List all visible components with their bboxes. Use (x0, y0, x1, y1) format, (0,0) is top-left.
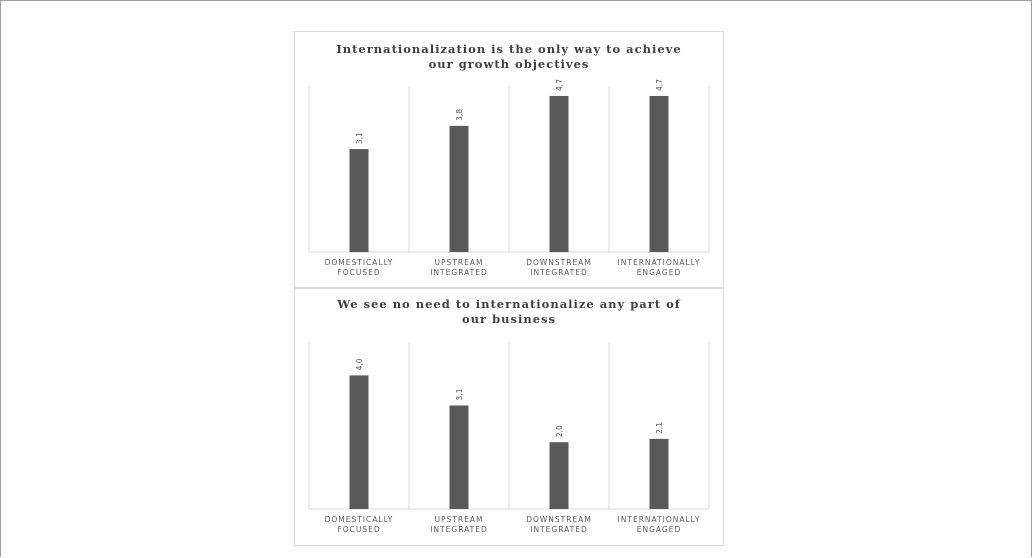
chart-title-line-2: our growth objectives (428, 57, 590, 71)
chart-title-line-2: our business (462, 312, 556, 326)
x-tick-label: FOCUSED (337, 268, 380, 277)
data-label: 4,7 (655, 79, 664, 91)
data-label: 3,1 (455, 388, 464, 400)
bar-chart-no-need: 4,0DOMESTICALLYFOCUSED3,1UPSTREAMINTEGRA… (308, 342, 710, 534)
bar (449, 405, 469, 509)
chart-panel-growth-objectives: Internationalization is the only way to … (294, 31, 724, 288)
x-tick-label: FOCUSED (337, 525, 380, 534)
bar (649, 95, 669, 253)
bar (449, 125, 469, 252)
x-tick-label: UPSTREAM (435, 515, 484, 524)
chart-title: Internationalization is the only way to … (295, 42, 723, 72)
x-tick-label: INTERNATIONALLY (618, 258, 701, 267)
x-tick-label: ENGAGED (637, 268, 682, 277)
x-tick-label: DOMESTICALLY (325, 515, 394, 524)
chart-title: We see no need to internationalize any p… (295, 297, 723, 327)
chart-title-line-1: We see no need to internationalize any p… (337, 297, 681, 311)
x-tick-label: DOWNSTREAM (526, 515, 592, 524)
chart-panel-no-need: We see no need to internationalize any p… (294, 288, 724, 546)
bar (349, 375, 369, 509)
x-tick-label: INTEGRATED (430, 268, 488, 277)
x-tick-label: INTEGRATED (530, 525, 588, 534)
data-label: 4,7 (555, 79, 564, 91)
x-tick-label: UPSTREAM (435, 258, 484, 267)
bar-chart-growth-objectives: 3,1DOMESTICALLYFOCUSED3,8UPSTREAMINTEGRA… (308, 79, 710, 277)
bar (649, 438, 669, 509)
bar (349, 149, 369, 252)
data-label: 2,0 (555, 425, 564, 437)
data-label: 4,0 (355, 358, 364, 370)
x-tick-label: DOMESTICALLY (325, 258, 394, 267)
x-tick-label: INTEGRATED (530, 268, 588, 277)
x-tick-label: DOWNSTREAM (526, 258, 592, 267)
data-label: 3,8 (455, 109, 464, 121)
chart-title-line-1: Internationalization is the only way to … (336, 42, 682, 56)
bar (549, 442, 569, 509)
data-label: 3,1 (355, 132, 364, 144)
bar (549, 95, 569, 253)
x-tick-label: ENGAGED (637, 525, 682, 534)
data-label: 2,1 (655, 422, 664, 434)
x-tick-label: INTERNATIONALLY (618, 515, 701, 524)
x-tick-label: INTEGRATED (430, 525, 488, 534)
